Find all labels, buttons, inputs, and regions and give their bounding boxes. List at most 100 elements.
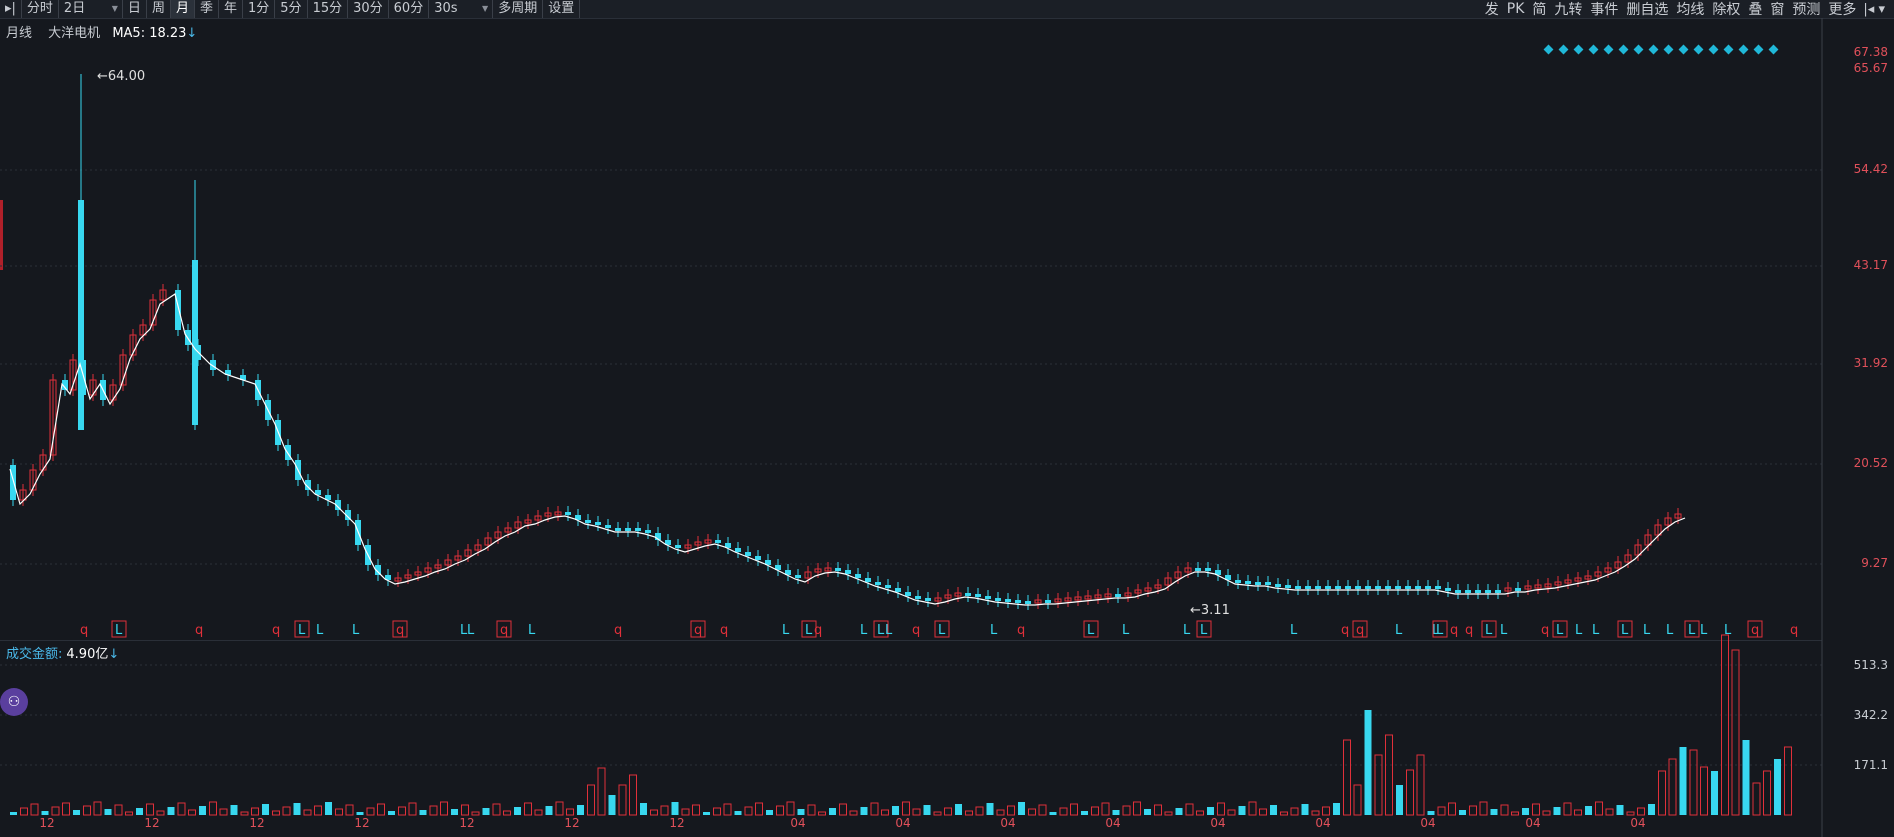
candle-body-73 [765,560,771,565]
assistant-robot-icon[interactable]: ⚇ [0,688,28,716]
volume-bar-33 [356,812,364,815]
candle-body-49 [524,519,532,524]
tool-item-9[interactable]: 窗 [1770,2,1785,18]
tool-item-7[interactable]: 除权 [1712,2,1741,18]
ma-arrow-icon[interactable]: ↓ [186,26,198,41]
candle-body-132 [1355,586,1361,589]
period-tab-8[interactable]: 5分 [275,0,308,18]
volume-bar-49 [524,802,532,816]
candle-body-149 [1524,585,1532,590]
volume-bar-21 [230,805,238,815]
volume-bar-145 [1532,803,1540,816]
collapse-icon[interactable]: |◂ ▾ [1863,1,1885,17]
time-tick-10: 04 [1105,816,1121,830]
candle-body-83 [865,578,871,582]
volume-arrow-icon[interactable]: ↓ [108,647,120,662]
candle-body-72 [755,556,761,560]
tool-item-1[interactable]: PK [1506,1,1525,17]
tool-item-6[interactable]: 均线 [1676,2,1705,18]
candle-body-155 [1584,575,1592,580]
tool-item-3[interactable]: 九转 [1554,2,1583,18]
price-tick-2: 54.42 [1853,162,1888,176]
volume-bar-119 [1259,808,1267,816]
period-tab-4[interactable]: 月 [170,0,195,18]
volume-bar-60 [640,803,647,815]
volume-bar-34 [366,807,375,816]
volume-bar-115 [1217,802,1225,816]
volume-bar-43 [461,804,469,816]
time-tick-8: 04 [895,816,911,830]
volume-bar-48 [514,807,521,815]
volume-bar-63 [671,802,679,815]
period-tab-14[interactable]: 设置 [543,0,581,18]
tool-item-8[interactable]: 叠 [1748,2,1763,18]
event-marker-48: L [1724,623,1732,638]
candle-body-159 [1624,554,1632,563]
event-marker-34: L [1436,623,1444,638]
volume-bar-137 [1448,802,1456,816]
volume-bar-67 [713,807,721,816]
period-tab-9[interactable]: 15分 [308,0,349,18]
period-tab-1[interactable]: 2日 [59,0,123,18]
time-tick-12: 04 [1315,816,1331,830]
volume-bar-144 [1522,808,1529,815]
volume-bar-23 [251,807,259,816]
event-box-37 [1481,620,1497,638]
volume-bar-62 [660,805,669,816]
tool-item-0[interactable]: 发 [1484,2,1499,18]
period-tab-2[interactable]: 日 [123,0,147,18]
tool-item-4[interactable]: 事件 [1590,2,1619,18]
volume-bar-113 [1196,810,1204,816]
volume-bar-95 [1007,805,1015,816]
ma5-value: MA5: 18.23 [112,26,187,41]
tool-item-2[interactable]: 简 [1532,2,1547,18]
candle-body-120 [1235,580,1241,583]
volume-bar-163 [1721,634,1729,816]
event-box-28 [1196,620,1212,638]
volume-tick-0: 513.3 [1853,658,1888,672]
period-tab-10[interactable]: 30分 [348,0,389,18]
period-tab-5[interactable]: 季 [195,0,219,18]
tool-item-10[interactable]: 预测 [1792,2,1821,18]
volume-bar-79 [839,803,847,816]
event-marker-46: L [1688,623,1696,638]
event-marker-31: q [1356,623,1364,638]
panel-toggle-icon[interactable]: ▸| [0,0,22,18]
candle-body-43 [464,549,472,557]
candle-body-88 [915,596,921,599]
candle-body-122 [1255,582,1261,585]
tool-item-5[interactable]: 删自选 [1626,2,1669,18]
period-tab-3[interactable]: 周 [147,0,171,18]
candle-body-95 [985,596,991,599]
signal-diamond-8 [1663,44,1674,55]
period-tab-7[interactable]: 1分 [243,0,276,18]
candle-body-71 [745,552,751,556]
period-tab-12[interactable]: 30s [429,0,494,18]
volume-bar-156 [1648,804,1655,815]
volume-bar-56 [597,767,606,816]
pane-separator[interactable] [0,640,1822,641]
candle-body-62 [655,533,661,540]
volume-tick-2: 171.1 [1853,758,1888,772]
period-tab-13[interactable]: 多周期 [493,0,544,18]
event-marker-38: L [1500,623,1508,638]
volume-bar-169 [1784,746,1792,816]
period-toolbar: ▸|分时2日日周月季年1分5分15分30分60分30s多周期设置 发PK简九转事… [0,0,1894,19]
volume-bar-129 [1364,710,1372,815]
volume-bar-9 [104,809,112,815]
stock-name[interactable]: 大洋电机 [48,26,101,41]
event-marker-10: q [500,623,508,638]
candle-body-131 [1345,586,1351,589]
volume-bar-96 [1018,802,1025,815]
event-marker-28: L [1200,623,1208,638]
volume-bar-54 [577,805,584,815]
event-marker-3: q [272,623,280,638]
candle-body-74 [775,565,781,570]
candle-body-143 [1465,590,1471,593]
tool-item-11[interactable]: 更多 [1828,2,1857,18]
candle-body-139 [1425,586,1431,589]
event-marker-9: L [467,623,475,638]
price-tick-4: 31.92 [1853,356,1888,370]
period-tab-6[interactable]: 年 [219,0,243,18]
